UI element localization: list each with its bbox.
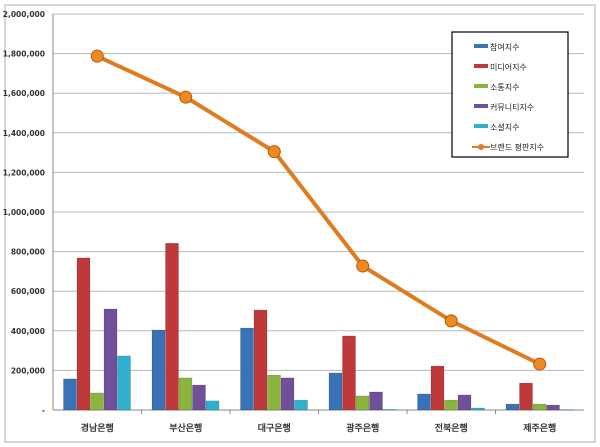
y-tick-label: 800,000	[11, 248, 45, 257]
line-point	[444, 314, 458, 328]
x-tick-label: 부산은행	[169, 422, 202, 434]
y-tick-label: 1,600,000	[3, 89, 45, 98]
bar	[532, 403, 547, 411]
legend-swatch	[474, 104, 488, 108]
bar	[90, 392, 104, 411]
x-tick-label: 광주은행	[346, 422, 379, 434]
legend-label: 브랜드 평판지수	[490, 142, 544, 152]
legend-box	[451, 31, 569, 158]
x-tick-label: 경남은행	[81, 422, 114, 434]
y-tick-label: -	[42, 406, 45, 415]
x-tick-label: 전북은행	[435, 422, 468, 434]
line-point	[533, 357, 547, 371]
legend-swatch	[474, 124, 488, 128]
bar	[444, 399, 458, 411]
y-tick-label: 1,000,000	[3, 208, 45, 217]
bar	[267, 374, 281, 411]
bar	[294, 399, 308, 411]
legend-label: 미디어지수	[490, 62, 527, 72]
legend-swatch	[474, 44, 488, 48]
bar	[546, 404, 560, 411]
line-series	[96, 54, 541, 366]
y-tick-label: 600,000	[11, 287, 45, 296]
legend-label: 참여지수	[490, 42, 519, 52]
bar	[76, 257, 91, 411]
line-point	[356, 259, 370, 273]
bar	[253, 309, 268, 411]
legend-marker	[478, 144, 484, 150]
line-point	[179, 90, 193, 104]
bar	[417, 393, 431, 411]
bar	[382, 409, 397, 411]
legend-swatch	[474, 84, 488, 88]
bar	[178, 377, 193, 411]
bar	[280, 377, 295, 411]
y-tick-label: 2,000,000	[3, 10, 45, 19]
bar	[342, 335, 356, 411]
bar	[205, 400, 220, 411]
bar	[192, 384, 206, 411]
legend-swatch	[474, 64, 488, 68]
y-tick-label: 1,800,000	[3, 50, 45, 59]
legend-label: 소통지수	[490, 83, 519, 92]
bar	[117, 355, 131, 411]
bar	[430, 365, 445, 411]
bar	[369, 391, 383, 411]
y-tick-label: 200,000	[11, 366, 45, 375]
x-tick-label: 제주은행	[523, 422, 556, 434]
y-tick-label: 1,400,000	[3, 129, 45, 138]
bar	[63, 378, 77, 411]
line-point	[90, 49, 104, 63]
bar	[165, 243, 179, 411]
y-tick-label: 400,000	[11, 327, 45, 336]
bar	[355, 395, 370, 411]
bar	[151, 329, 166, 411]
line-point	[267, 145, 281, 159]
bar	[471, 407, 485, 411]
legend-label: 소셜지수	[490, 123, 519, 132]
bar	[103, 308, 118, 411]
x-tick-label: 대구은행	[258, 422, 291, 434]
bar	[457, 394, 472, 411]
bar	[240, 327, 254, 411]
bar	[505, 403, 520, 411]
y-tick-label: 1,200,000	[3, 168, 45, 177]
bar	[519, 382, 533, 411]
bar	[328, 372, 343, 411]
legend-label: 커뮤니티지수	[490, 102, 534, 112]
